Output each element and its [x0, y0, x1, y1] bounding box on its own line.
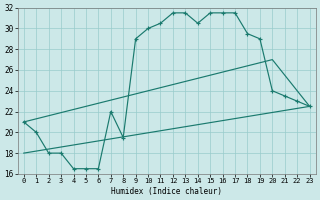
X-axis label: Humidex (Indice chaleur): Humidex (Indice chaleur)	[111, 187, 222, 196]
